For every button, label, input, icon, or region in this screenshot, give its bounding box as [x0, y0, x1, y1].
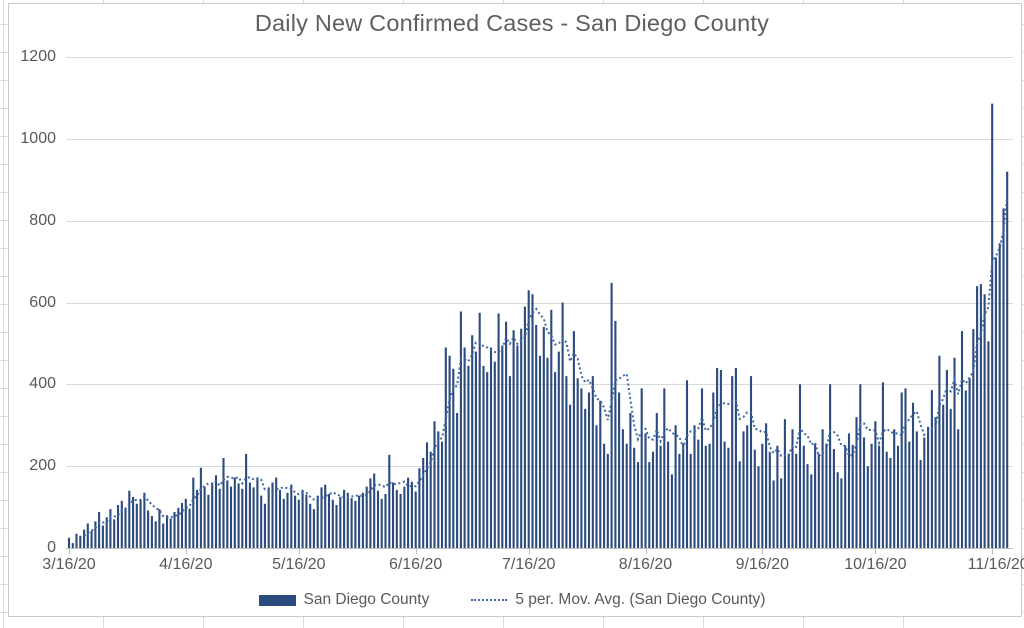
y-axis-label: 800	[29, 211, 56, 229]
chart-legend: San Diego County 5 per. Mov. Avg. (San D…	[0, 591, 1024, 609]
y-axis-label: 400	[29, 375, 56, 393]
x-axis-label: 4/16/20	[159, 556, 213, 573]
x-axis-label: 5/16/20	[272, 556, 326, 573]
legend-label-san-diego-county: San Diego County	[303, 591, 430, 608]
x-axis-ticks	[69, 548, 993, 554]
legend-label-moving-average: 5 per. Mov. Avg. (San Diego County)	[515, 591, 766, 608]
x-axis-label: 8/16/20	[618, 556, 673, 573]
y-axis-label: 1000	[20, 129, 56, 147]
moving-average-line	[83, 196, 1009, 537]
bar-series-swatch	[258, 594, 296, 606]
y-axis-label: 600	[29, 293, 56, 311]
x-axis-label: 6/16/20	[388, 556, 443, 573]
chart-title: Daily New Confirmed Cases - San Diego Co…	[254, 10, 770, 36]
y-axis-label: 0	[47, 539, 56, 556]
x-axis-label: 11/16/20	[967, 556, 1024, 573]
x-axis-label: 7/16/20	[501, 556, 556, 573]
legend-item-san-diego-county: San Diego County	[258, 591, 430, 609]
y-axis-label: 200	[29, 457, 56, 475]
dotted-line-swatch	[471, 599, 508, 601]
x-axis-label: 9/16/20	[735, 556, 789, 573]
x-axis-label: 3/16/20	[42, 556, 96, 573]
bars-series-san-diego-county	[67, 103, 1009, 548]
y-axis-label: 1200	[20, 48, 56, 65]
x-axis-label: 10/16/20	[844, 556, 907, 573]
legend-item-moving-average: 5 per. Mov. Avg. (San Diego County)	[471, 591, 765, 609]
